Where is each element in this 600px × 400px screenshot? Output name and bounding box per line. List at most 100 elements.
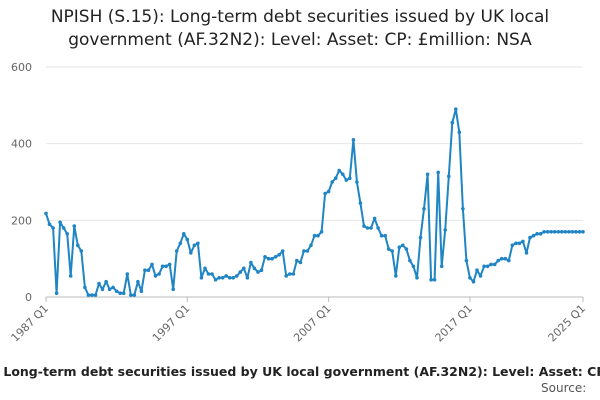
data-point — [514, 241, 518, 246]
y-tick-label: 600 — [11, 61, 32, 74]
data-point — [302, 249, 306, 253]
data-point — [217, 276, 221, 280]
data-point — [143, 268, 147, 273]
data-point — [333, 176, 338, 180]
data-point — [252, 266, 257, 271]
data-point — [206, 272, 211, 276]
data-point — [577, 230, 582, 234]
data-point — [542, 230, 546, 234]
data-point — [167, 262, 172, 267]
data-point — [524, 251, 529, 255]
data-point — [429, 278, 433, 282]
data-point — [372, 216, 377, 221]
x-tick-label: 2025 Q1 — [546, 302, 589, 345]
series-line — [45, 108, 583, 297]
data-point — [132, 293, 137, 297]
data-point — [224, 274, 228, 278]
data-point — [337, 168, 342, 173]
data-point — [376, 226, 380, 230]
data-point — [478, 274, 483, 278]
data-point — [178, 241, 183, 246]
x-tick-label: 1997 Q1 — [150, 302, 193, 345]
data-point — [503, 256, 508, 261]
data-point — [411, 264, 416, 269]
data-point — [404, 247, 409, 251]
data-point — [288, 272, 292, 276]
data-point — [468, 276, 472, 280]
data-point — [397, 245, 402, 249]
data-point — [114, 289, 119, 294]
data-point — [44, 211, 48, 216]
data-point — [160, 264, 165, 269]
data-point — [100, 287, 105, 292]
data-point — [153, 274, 158, 278]
data-point — [344, 178, 349, 182]
data-point — [238, 270, 243, 274]
data-point — [552, 230, 557, 234]
data-point — [341, 172, 345, 177]
data-point — [270, 256, 274, 261]
chart-title-line-1: NPISH (S.15): Long-term debt securities … — [50, 7, 550, 27]
y-tick-label: 400 — [11, 138, 32, 151]
data-point — [492, 262, 497, 267]
data-point — [196, 241, 200, 246]
y-tick-label: 0 — [25, 291, 32, 304]
data-point — [563, 230, 568, 234]
data-point — [76, 243, 80, 248]
data-point — [309, 243, 313, 248]
data-point — [496, 258, 501, 263]
data-point — [259, 268, 264, 273]
data-point — [517, 241, 522, 246]
data-point — [235, 274, 239, 278]
data-point — [61, 226, 66, 230]
data-point — [574, 230, 578, 234]
data-point — [447, 174, 451, 179]
data-point — [157, 272, 161, 276]
data-point — [369, 226, 373, 230]
data-point — [450, 120, 455, 125]
data-point — [164, 264, 168, 269]
data-point — [86, 293, 91, 297]
data-point — [47, 222, 52, 226]
source-label: Source: — [541, 381, 587, 395]
data-point — [121, 291, 126, 296]
data-point — [129, 293, 133, 297]
data-point — [436, 170, 441, 175]
data-point — [319, 230, 324, 234]
data-point — [394, 274, 398, 278]
data-point — [83, 285, 87, 290]
data-point — [408, 258, 412, 263]
data-point — [273, 254, 278, 259]
data-point — [443, 228, 448, 232]
data-point — [362, 224, 366, 228]
data-point — [418, 235, 423, 240]
x-tick-label: 2007 Q1 — [291, 302, 334, 345]
data-point — [72, 224, 77, 228]
legend-label: : Long-term debt securities issued by UK… — [0, 364, 600, 379]
data-point — [560, 230, 564, 234]
data-point — [93, 293, 98, 297]
data-point — [471, 279, 476, 284]
data-point — [482, 264, 486, 269]
chart-title: NPISH (S.15): Long-term debt securities … — [0, 6, 600, 52]
data-point — [570, 230, 575, 234]
data-point — [54, 291, 59, 296]
data-point — [136, 279, 140, 284]
data-point — [220, 276, 225, 280]
y-tick-label: 200 — [11, 214, 32, 227]
data-point — [199, 276, 204, 280]
data-point — [358, 201, 363, 205]
data-point — [457, 130, 462, 134]
x-tick-label: 2017 Q1 — [433, 302, 476, 345]
data-point — [355, 180, 359, 184]
data-point — [189, 251, 193, 255]
data-point — [567, 230, 571, 234]
data-point — [58, 220, 62, 225]
data-point — [245, 276, 250, 280]
data-point — [139, 289, 144, 294]
data-point — [485, 264, 490, 269]
data-point — [475, 268, 479, 273]
data-point — [499, 256, 504, 261]
data-point — [277, 253, 282, 257]
